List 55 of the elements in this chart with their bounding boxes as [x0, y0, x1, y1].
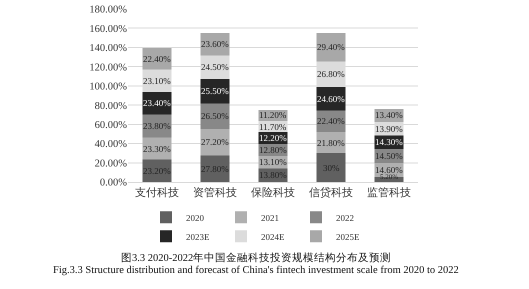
- legend-label: 2021: [261, 212, 279, 223]
- y-tick-label: 40.00%: [94, 139, 128, 150]
- data-label: 23.40%: [143, 98, 172, 108]
- x-tick-label: 支付科技: [135, 186, 179, 200]
- data-label: 22.40%: [143, 54, 172, 64]
- bar: [316, 153, 346, 182]
- data-label: 13.80%: [259, 170, 288, 180]
- data-label: 12.80%: [259, 145, 288, 155]
- caption: Fig.3.3 Structure distribution and forecast of China's fintech investment scale from 2020 to 2022: [53, 265, 459, 276]
- data-label: 13.40%: [375, 110, 404, 120]
- data-label: 30%: [323, 163, 340, 173]
- y-tick-label: 80.00%: [94, 100, 128, 112]
- data-label: 23.30%: [143, 144, 172, 154]
- data-label: 11.70%: [259, 122, 287, 132]
- legend-label: 2025E: [336, 232, 360, 242]
- y-tick-label: 160.00%: [89, 24, 128, 35]
- data-label: 24.50%: [201, 62, 230, 72]
- y-tick-label: 120.00%: [89, 62, 128, 74]
- legend-label: 2020: [186, 212, 204, 223]
- data-label: 24.60%: [317, 94, 346, 104]
- x-tick-label: 监管科技: [367, 186, 411, 200]
- data-label: 12.20%: [259, 133, 288, 143]
- bar: [200, 129, 230, 156]
- data-label: 14.50%: [375, 151, 404, 161]
- caption: 图3.3 2020-2022年中国金融科技投资规模结构分布及预测: [121, 251, 392, 264]
- y-tick-label: 0.00%: [100, 178, 128, 189]
- y-tick-label: 180.00%: [89, 4, 128, 16]
- y-tick-label: 100.00%: [89, 82, 128, 93]
- bar: [316, 33, 346, 62]
- x-tick-label: 资管科技: [193, 186, 237, 200]
- x-tick-label: 信贷科技: [309, 186, 353, 200]
- data-label: 13.90%: [375, 124, 404, 134]
- legend-label: 2022: [336, 212, 354, 223]
- data-label: 21.80%: [317, 138, 346, 148]
- data-label: 29.40%: [317, 42, 346, 52]
- data-label: 25.50%: [201, 86, 230, 96]
- data-label: 27.80%: [201, 164, 230, 174]
- data-label: 23.80%: [143, 121, 172, 131]
- data-label: 27.20%: [201, 137, 230, 147]
- data-label: 26.80%: [317, 69, 346, 79]
- data-label: 26.50%: [201, 111, 230, 121]
- data-label: 23.10%: [143, 76, 172, 86]
- data-label: 11.20%: [259, 110, 287, 120]
- data-label: 22.40%: [317, 116, 346, 126]
- data-label: 23.60%: [201, 39, 230, 49]
- legend-label: 2024E: [261, 232, 285, 242]
- data-label: 14.60%: [375, 165, 404, 175]
- data-label: 23.20%: [143, 166, 172, 176]
- data-label: 14.30%: [375, 137, 404, 147]
- y-tick-label: 140.00%: [89, 43, 128, 54]
- y-tick-label: 20.00%: [94, 158, 128, 170]
- legend-label: 2023E: [186, 232, 210, 242]
- data-label: 13.10%: [259, 157, 288, 167]
- x-tick-label: 保险科技: [251, 186, 295, 200]
- y-tick-label: 60.00%: [94, 120, 128, 132]
